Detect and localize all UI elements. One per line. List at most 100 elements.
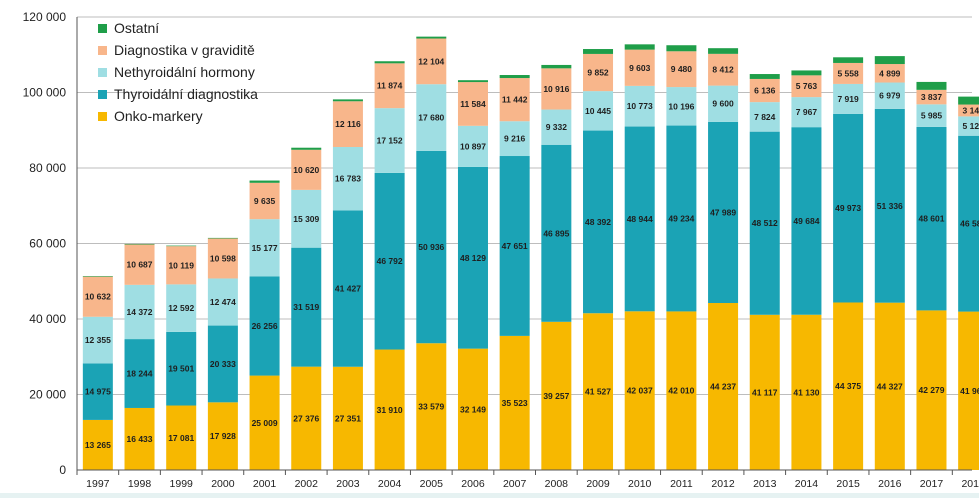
data-label: 44 327 <box>877 381 903 391</box>
data-label: 25 009 <box>252 418 278 428</box>
bar-segment <box>207 278 238 326</box>
data-labels: 13 265 14 975 12 355 10 632 16 433 18 244 14 3… <box>85 56 979 450</box>
bar-segment <box>416 150 447 344</box>
data-label: 41 117 <box>752 387 778 397</box>
data-label: 5 558 <box>837 68 859 78</box>
bar-segment <box>708 48 739 54</box>
bar-segment <box>833 57 864 63</box>
data-label: 3 837 <box>921 92 943 102</box>
data-label: 51 336 <box>877 201 903 211</box>
legend-swatch <box>98 90 107 99</box>
bar-segment <box>124 407 155 470</box>
bar-segment <box>791 97 822 128</box>
bar-segment <box>374 172 405 350</box>
bar-segment <box>416 343 447 470</box>
data-label: 9 603 <box>629 63 651 73</box>
data-label: 11 442 <box>502 95 528 105</box>
data-label: 5 763 <box>796 81 818 91</box>
x-tick-label: 1998 <box>128 478 152 490</box>
x-tick-label: 2002 <box>295 478 319 490</box>
bar-segment <box>541 64 572 69</box>
bar-segment <box>791 127 822 315</box>
data-label: 9 852 <box>587 68 609 78</box>
data-label: 12 474 <box>210 297 236 307</box>
data-label: 20 333 <box>210 359 236 369</box>
bar-segment <box>124 243 155 245</box>
bar-segment <box>374 349 405 470</box>
bar-segment <box>541 321 572 470</box>
data-label: 9 635 <box>254 196 276 206</box>
bar-segment <box>791 70 822 76</box>
bar-segment <box>624 311 655 470</box>
bar-segment <box>457 166 488 349</box>
bar-segment <box>666 51 697 88</box>
bar-segment <box>499 156 530 336</box>
data-label: 10 598 <box>210 253 236 263</box>
data-label: 9 332 <box>546 122 568 132</box>
bar-segment <box>583 53 614 92</box>
y-tick-label: 40 000 <box>29 312 66 326</box>
axes: 0 20 000 40 000 60 000 80 000 100 000 120 000 1… <box>23 10 979 490</box>
bar-segment <box>416 36 447 39</box>
bar-segment <box>958 135 979 312</box>
data-label: 15 177 <box>252 243 278 253</box>
bar-segment <box>416 38 447 85</box>
data-label: 47 989 <box>710 207 736 217</box>
bar-segment <box>374 108 405 173</box>
bar-segment <box>332 101 363 148</box>
data-label: 13 265 <box>85 440 111 450</box>
bar-segment <box>874 64 905 83</box>
data-label: 44 375 <box>835 381 861 391</box>
bar-segment <box>499 78 530 122</box>
data-label: 10 687 <box>127 260 153 270</box>
bar-segment <box>249 375 280 470</box>
bar-segment <box>124 284 155 340</box>
bar-segment <box>249 219 280 277</box>
bar-segment <box>82 276 113 317</box>
bars <box>82 36 979 470</box>
bar-segment <box>916 310 947 470</box>
bar-segment <box>958 104 979 117</box>
bar-segment <box>583 49 614 54</box>
bar-segment <box>708 121 739 304</box>
data-label: 47 651 <box>502 241 528 251</box>
x-tick-label: 2003 <box>336 478 360 490</box>
bar-segment <box>958 311 979 470</box>
bar-segment <box>207 402 238 470</box>
data-label: 48 601 <box>918 214 944 224</box>
bar-segment <box>207 238 238 279</box>
x-tick-label: 2010 <box>628 478 652 490</box>
bar-segment <box>166 331 197 406</box>
data-label: 8 412 <box>712 65 734 75</box>
data-label: 42 010 <box>668 386 694 396</box>
bar-segment <box>874 82 905 109</box>
bar-segment <box>124 339 155 408</box>
bar-segment <box>249 182 280 220</box>
x-tick-label: 2004 <box>378 478 402 490</box>
x-tick-label: 2006 <box>461 478 485 490</box>
bar-segment <box>583 91 614 131</box>
bar-segment <box>874 56 905 65</box>
bar-segment <box>82 363 113 420</box>
data-label: 12 355 <box>85 335 111 345</box>
data-label: 32 149 <box>460 404 486 414</box>
bar-segment <box>833 113 864 303</box>
x-tick-label: 1999 <box>170 478 194 490</box>
bar-segment <box>624 126 655 312</box>
legend-label: Nethyroidální hormony <box>114 64 255 80</box>
bar-segment <box>332 99 363 102</box>
data-label: 9 480 <box>671 64 693 74</box>
x-tick-label: 2016 <box>878 478 902 490</box>
data-label: 27 351 <box>335 413 361 423</box>
x-tick-label: 2011 <box>670 478 693 490</box>
data-label: 48 512 <box>752 218 778 228</box>
bar-segment <box>708 303 739 470</box>
bar-segment <box>749 314 780 470</box>
data-label: 10 916 <box>543 84 569 94</box>
bar-segment <box>82 316 113 364</box>
x-tick-label: 2015 <box>836 478 860 490</box>
x-tick-label: 2007 <box>503 478 527 490</box>
data-label: 17 928 <box>210 431 236 441</box>
data-label: 41 527 <box>585 387 611 397</box>
